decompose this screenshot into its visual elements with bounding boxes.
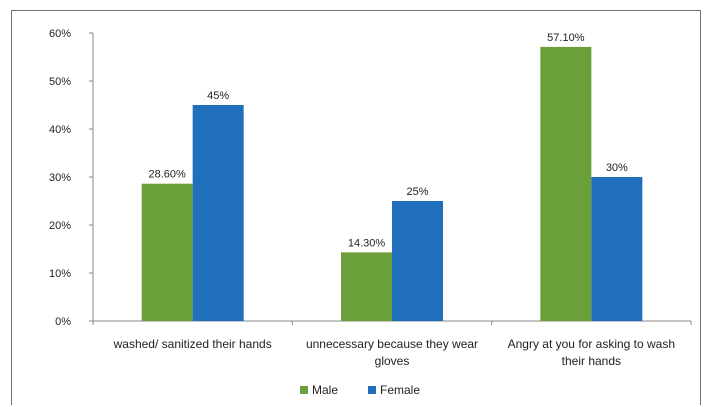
category-label-line: washed/ sanitized their hands bbox=[113, 337, 272, 351]
y-tick-label: 0% bbox=[55, 316, 71, 328]
category-labels: washed/ sanitized their hands unnecessary… bbox=[113, 337, 675, 368]
y-tick-label: 20% bbox=[49, 220, 71, 232]
bar-male bbox=[341, 252, 392, 321]
data-label: 57.10% bbox=[547, 32, 585, 44]
legend-swatch-male bbox=[300, 386, 308, 394]
y-tick-label: 40% bbox=[49, 124, 71, 136]
data-label: 25% bbox=[406, 186, 428, 198]
y-tick-label: 60% bbox=[49, 28, 71, 40]
category-label: washed/ sanitized their hands bbox=[113, 337, 272, 351]
bar-male bbox=[141, 183, 193, 321]
legend-label: Female bbox=[380, 383, 420, 397]
y-tick-label: 50% bbox=[49, 76, 71, 88]
bar-female bbox=[192, 105, 244, 321]
data-label: 45% bbox=[207, 90, 229, 102]
data-labels: 28.60% 45% 14.30% 25% 57.10% 30% bbox=[149, 32, 629, 249]
bars bbox=[141, 46, 643, 322]
category-label: unnecessary because they wear gloves bbox=[306, 337, 478, 368]
data-label: 28.60% bbox=[149, 169, 187, 181]
data-label: 14.30% bbox=[348, 237, 386, 249]
chart-frame bbox=[11, 10, 701, 405]
y-tick-label: 10% bbox=[49, 268, 71, 280]
bar-female bbox=[392, 201, 443, 321]
data-label: 30% bbox=[606, 162, 628, 174]
category-label-line: unnecessary because they wear bbox=[306, 337, 478, 351]
category-label: Angry at you for asking to wash their han… bbox=[508, 337, 675, 368]
category-label-line: Angry at you for asking to wash bbox=[508, 337, 675, 351]
legend: Male Female bbox=[300, 383, 420, 397]
y-tick-label: 30% bbox=[49, 172, 71, 184]
bar-male bbox=[540, 46, 592, 322]
legend-swatch-female bbox=[368, 386, 376, 394]
category-label-line: gloves bbox=[375, 354, 410, 368]
bar-female bbox=[591, 177, 643, 321]
legend-label: Male bbox=[312, 383, 338, 397]
category-label-line: their hands bbox=[562, 354, 621, 368]
